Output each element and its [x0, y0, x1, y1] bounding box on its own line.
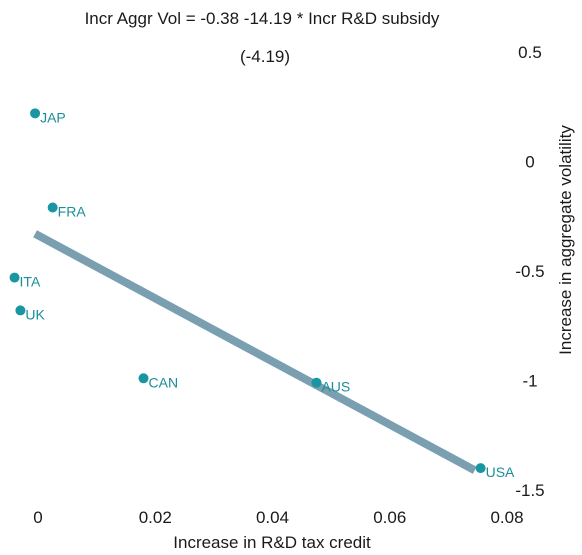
data-point-usa: [475, 463, 486, 474]
y-tick-label: -0.5: [515, 262, 544, 281]
x-axis-ticks: 0 0.02 0.04 0.06 0.08: [33, 508, 523, 527]
x-axis-label: Increase in R&D tax credit: [173, 533, 371, 552]
point-label-uk: UK: [25, 306, 45, 322]
point-label-ita: ITA: [20, 274, 41, 290]
y-tick-label: -1: [522, 372, 537, 391]
data-point-uk: [15, 305, 26, 316]
x-tick-label: 0: [33, 508, 42, 527]
y-tick-label: 0: [525, 153, 534, 172]
x-tick-label: 0.08: [490, 508, 523, 527]
chart-title: Incr Aggr Vol = -0.38 -14.19 * Incr R&D …: [85, 9, 440, 28]
points-layer: JAP FRA ITA UK CAN AUS USA: [9, 108, 515, 480]
x-tick-label: 0.04: [256, 508, 289, 527]
regression-line: [33, 230, 477, 474]
x-tick-label: 0.02: [139, 508, 172, 527]
data-point-fra: [47, 202, 58, 213]
y-axis-ticks: 0.5 0 -0.5 -1 -1.5: [515, 43, 544, 500]
chart-subtitle: (-4.19): [240, 47, 290, 66]
y-axis-label: Increase in aggregate volatility: [556, 125, 575, 355]
data-point-jap: [30, 108, 41, 119]
data-point-aus: [311, 377, 322, 388]
y-tick-label: -1.5: [515, 481, 544, 500]
point-label-fra: FRA: [58, 203, 87, 219]
y-tick-label: 0.5: [518, 43, 542, 62]
data-point-can: [138, 373, 149, 384]
data-point-ita: [9, 272, 20, 283]
point-label-usa: USA: [486, 464, 515, 480]
point-label-aus: AUS: [321, 379, 350, 395]
point-label-jap: JAP: [40, 109, 66, 125]
point-label-can: CAN: [149, 374, 179, 390]
x-tick-label: 0.06: [373, 508, 406, 527]
fit-line-layer: [33, 230, 477, 474]
